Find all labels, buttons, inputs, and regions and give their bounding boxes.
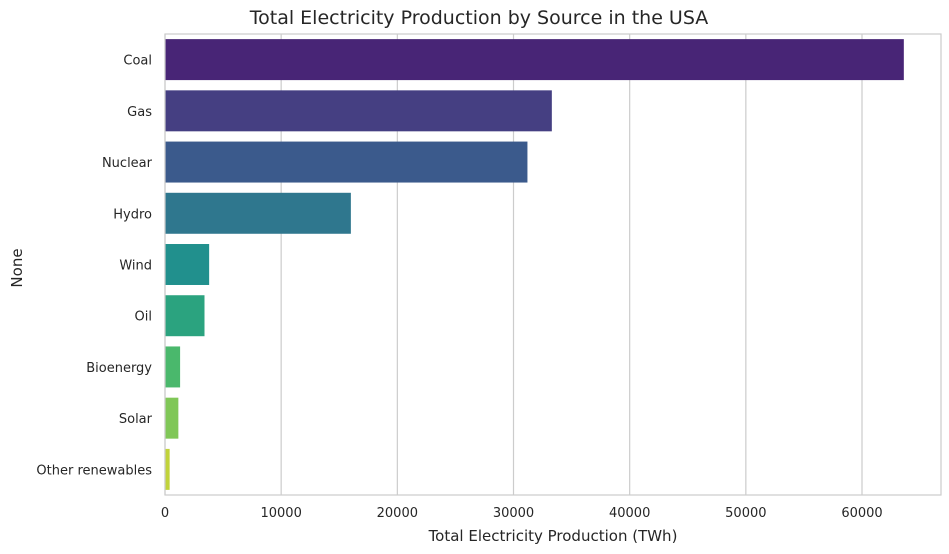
x-tick-label: 20000: [377, 506, 418, 521]
y-tick-label: Wind: [119, 259, 152, 274]
y-tick-label: Other renewables: [36, 463, 152, 478]
bar-bioenergy: [165, 346, 181, 388]
y-tick-label: Coal: [123, 54, 152, 69]
y-tick-label: Hydro: [113, 207, 152, 222]
y-tick-label: Bioenergy: [86, 361, 152, 376]
x-tick-label: 50000: [725, 506, 766, 521]
y-axis-label: None: [8, 248, 26, 287]
x-tick-label: 60000: [841, 506, 882, 521]
bar-gas: [165, 90, 552, 132]
y-tick-label: Oil: [135, 310, 152, 325]
x-tick-label: 0: [161, 506, 169, 521]
bar-other-renewables: [165, 448, 170, 490]
bar-solar: [165, 397, 179, 439]
chart-title: Total Electricity Production by Source i…: [249, 7, 709, 29]
bar-coal: [165, 39, 904, 81]
y-tick-label: Solar: [119, 412, 153, 427]
y-tick-labels: Coal Gas Nuclear Hydro Wind Oil Bioenergy Solar…: [36, 54, 152, 479]
plot-frame: [164, 33, 942, 496]
x-axis-label: Total Electricity Production (TWh): [428, 527, 678, 545]
x-tick-label: 10000: [260, 506, 301, 521]
y-tick-label: Nuclear: [102, 156, 153, 171]
bar-nuclear: [165, 141, 528, 183]
x-tick-label: 40000: [609, 506, 650, 521]
bar-hydro: [165, 192, 351, 234]
y-tick-label: Gas: [127, 105, 152, 120]
bar-wind: [165, 244, 210, 285]
x-tick-label: 30000: [493, 506, 534, 521]
bar-oil: [165, 295, 205, 337]
x-tick-labels: 0 10000 20000 30000 40000 50000 60000: [161, 506, 883, 521]
bars: [165, 39, 904, 490]
